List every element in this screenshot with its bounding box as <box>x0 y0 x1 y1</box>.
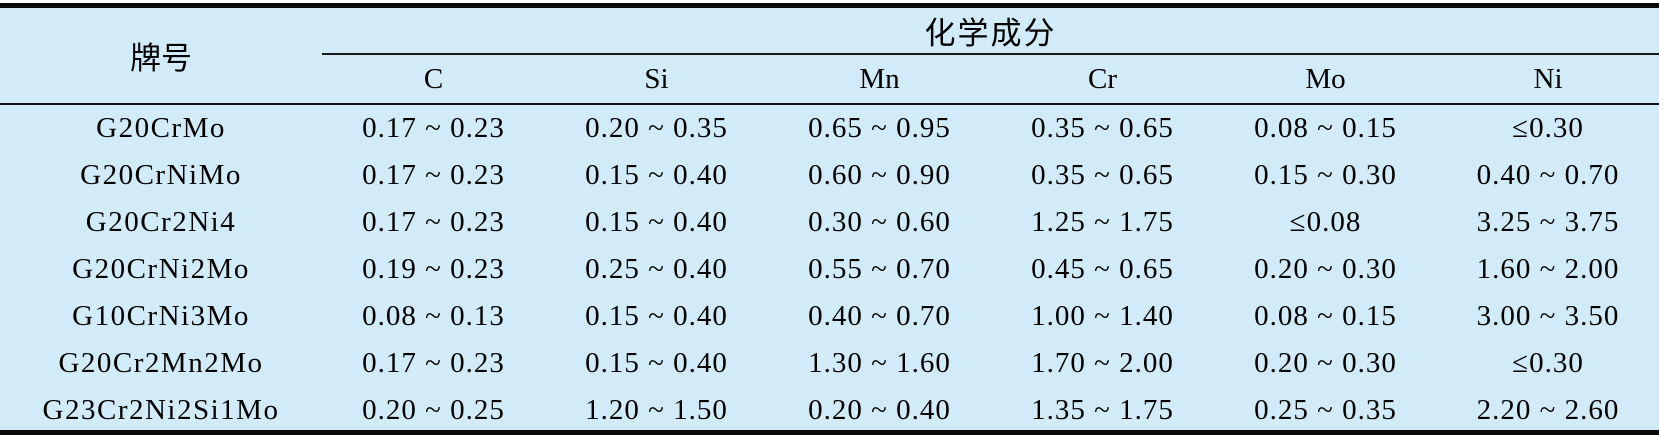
table-row: G20CrNi2Mo 0.19 ~ 0.23 0.25 ~ 0.40 0.55 ~ 0… <box>0 246 1659 293</box>
value-cell: 3.25 ~ 3.75 <box>1476 206 1620 238</box>
col-header-chemical-composition: 化学成分 <box>322 8 1659 55</box>
table-header: 牌号 化学成分 C Si Mn Cr Mo Ni <box>0 8 1659 105</box>
table-row: G20Cr2Mn2Mo 0.17 ~ 0.23 0.15 ~ 0.40 1.30 ~ … <box>0 340 1659 387</box>
grade-cell: G10CrNi3Mo <box>72 300 250 332</box>
col-header-cr: Cr <box>991 54 1214 105</box>
grade-cell: G20CrNi2Mo <box>72 253 250 285</box>
chemical-composition-table: 牌号 化学成分 C Si Mn Cr Mo Ni G20CrMo 0.17 ~ 0… <box>0 8 1659 434</box>
value-cell: 0.17 ~ 0.23 <box>362 159 505 191</box>
value-cell: 0.30 ~ 0.60 <box>808 206 951 238</box>
value-cell: 0.20 ~ 0.30 <box>1254 347 1397 379</box>
value-cell: 3.00 ~ 3.50 <box>1476 300 1620 332</box>
value-cell: 1.35 ~ 1.75 <box>1031 394 1174 426</box>
col-header-ni: Ni <box>1437 54 1659 105</box>
value-cell: 0.55 ~ 0.70 <box>808 253 951 285</box>
value-cell: 0.08 ~ 0.13 <box>362 300 505 332</box>
table-row: G20Cr2Ni4 0.17 ~ 0.23 0.15 ~ 0.40 0.30 ~ 0.… <box>0 199 1659 246</box>
value-cell: 0.20 ~ 0.25 <box>362 394 505 426</box>
value-cell: 1.20 ~ 1.50 <box>585 394 728 426</box>
table-row: G10CrNi3Mo 0.08 ~ 0.13 0.15 ~ 0.40 0.40 ~ 0… <box>0 293 1659 340</box>
table-row: G23Cr2Ni2Si1Mo 0.20 ~ 0.25 1.20 ~ 1.50 0.20… <box>0 387 1659 434</box>
grade-cell: G20CrMo <box>96 112 226 144</box>
value-cell: ≤0.30 <box>1512 347 1584 379</box>
col-header-mn: Mn <box>768 54 991 105</box>
header-row-elements: C Si Mn Cr Mo Ni <box>0 54 1659 105</box>
value-cell: 0.40 ~ 0.70 <box>1476 159 1620 191</box>
value-cell: 0.25 ~ 0.35 <box>1254 394 1397 426</box>
value-cell: ≤0.30 <box>1512 112 1584 144</box>
value-cell: 0.08 ~ 0.15 <box>1254 300 1397 332</box>
table-row: G20CrMo 0.17 ~ 0.23 0.20 ~ 0.35 0.65 ~ 0.95… <box>0 104 1659 152</box>
value-cell: 0.60 ~ 0.90 <box>808 159 951 191</box>
value-cell: 1.00 ~ 1.40 <box>1031 300 1174 332</box>
col-header-grade: 牌号 <box>0 8 322 105</box>
value-cell: 1.30 ~ 1.60 <box>808 347 951 379</box>
value-cell: 2.20 ~ 2.60 <box>1476 394 1620 426</box>
value-cell: 0.45 ~ 0.65 <box>1031 253 1174 285</box>
grade-cell: G23Cr2Ni2Si1Mo <box>42 394 280 426</box>
value-cell: 1.70 ~ 2.00 <box>1031 347 1174 379</box>
value-cell: 0.15 ~ 0.30 <box>1254 159 1397 191</box>
value-cell: 0.15 ~ 0.40 <box>585 347 728 379</box>
value-cell: 1.60 ~ 2.00 <box>1476 253 1620 285</box>
value-cell: 0.65 ~ 0.95 <box>808 112 951 144</box>
value-cell: 0.35 ~ 0.65 <box>1031 159 1174 191</box>
value-cell: 0.20 ~ 0.35 <box>585 112 728 144</box>
value-cell: 0.25 ~ 0.40 <box>585 253 728 285</box>
value-cell: ≤0.08 <box>1289 206 1362 238</box>
value-cell: 0.17 ~ 0.23 <box>362 347 505 379</box>
table-row: G20CrNiMo 0.17 ~ 0.23 0.15 ~ 0.40 0.60 ~ 0.… <box>0 152 1659 199</box>
grade-cell: G20Cr2Ni4 <box>85 206 237 238</box>
value-cell: 0.17 ~ 0.23 <box>362 206 505 238</box>
value-cell: 0.20 ~ 0.40 <box>808 394 951 426</box>
col-header-si: Si <box>545 54 768 105</box>
value-cell: 0.15 ~ 0.40 <box>585 206 728 238</box>
col-header-c: C <box>322 54 545 105</box>
value-cell: 1.25 ~ 1.75 <box>1031 206 1174 238</box>
grade-cell: G20CrNiMo <box>80 159 242 191</box>
value-cell: 0.40 ~ 0.70 <box>808 300 951 332</box>
col-header-mo: Mo <box>1214 54 1437 105</box>
header-row-group: 牌号 化学成分 <box>0 8 1659 105</box>
chemical-composition-table-panel: 牌号 化学成分 C Si Mn Cr Mo Ni G20CrMo 0.17 ~ 0… <box>0 3 1659 435</box>
value-cell: 0.17 ~ 0.23 <box>362 112 505 144</box>
value-cell: 0.35 ~ 0.65 <box>1031 112 1174 144</box>
value-cell: 0.19 ~ 0.23 <box>362 253 505 285</box>
table-body: G20CrMo 0.17 ~ 0.23 0.20 ~ 0.35 0.65 ~ 0.95… <box>0 104 1659 434</box>
grade-cell: G20Cr2Mn2Mo <box>58 347 264 379</box>
value-cell: 0.15 ~ 0.40 <box>585 159 728 191</box>
value-cell: 0.15 ~ 0.40 <box>585 300 728 332</box>
value-cell: 0.08 ~ 0.15 <box>1254 112 1397 144</box>
value-cell: 0.20 ~ 0.30 <box>1254 253 1397 285</box>
